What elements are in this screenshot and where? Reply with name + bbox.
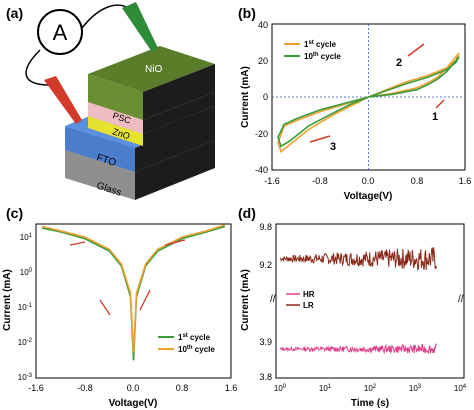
b-annot-2: 2	[396, 57, 402, 69]
panel-b-label: (b)	[238, 5, 256, 21]
c-arrow-2	[164, 239, 186, 246]
c-ytick-1: 101	[20, 233, 33, 242]
panel-c-curves	[41, 224, 226, 361]
c-arrow-3	[99, 299, 111, 316]
d-xtick-4: 104	[454, 384, 467, 393]
probe-red	[44, 76, 82, 124]
fto-front	[65, 126, 135, 172]
d-ylabel: Current (mA)	[240, 269, 251, 331]
probe-green	[122, 2, 158, 52]
ammeter-symbol: A	[53, 20, 68, 45]
glass-front	[65, 150, 135, 200]
d-ytick-3-8: 3.8	[259, 372, 272, 382]
panel-c: (c) 101 100 10-1 10-2 10-3 -1.6 -0.8 0.0…	[2, 205, 237, 409]
panel-d-label: (d)	[238, 205, 256, 221]
c-legend-2: 10th cycle	[178, 345, 215, 354]
b-ytick-20: 20	[258, 56, 268, 66]
b-arrow-3	[309, 135, 331, 143]
b-ytick-0: 0	[263, 92, 268, 102]
c-ytick-neg3: 10-3	[18, 373, 33, 382]
b-ytick-neg20: -20	[255, 129, 268, 139]
panel-a: (a) A Glass FTO ZnO PSC NiO	[6, 2, 215, 200]
b-arrow-1	[435, 99, 445, 109]
c-arrow-1	[69, 241, 86, 246]
psc-side	[143, 92, 215, 134]
d-ytick-9-2: 9.2	[259, 260, 272, 270]
zno-side	[143, 106, 215, 146]
wire-left	[25, 49, 51, 86]
c-xtick-2: 0.0	[127, 383, 140, 393]
d-xtick-1: 101	[319, 384, 332, 393]
d-legend-hr: HR	[303, 290, 315, 299]
d-ytick-9-8: 9.8	[259, 222, 272, 232]
d-xlabel: Time (s)	[351, 398, 389, 409]
c-xlabel: Voltage(V)	[109, 398, 158, 409]
psc-front	[88, 102, 143, 134]
panel-d-curves	[279, 247, 437, 355]
b-ytick-neg40: -40	[255, 165, 268, 175]
d-legend-lr: LR	[303, 301, 314, 310]
d-xtick-2: 102	[364, 384, 377, 393]
b-legend-2: 10th cycle	[304, 52, 341, 61]
b-xtick-4: 1.6	[459, 176, 472, 186]
c-xtick-0: -1.6	[28, 383, 44, 393]
nio-side	[143, 64, 215, 120]
c-ytick-neg1: 10-1	[18, 303, 33, 312]
c-series-2	[41, 224, 226, 353]
zno-front	[88, 116, 143, 146]
c-xtick-3: 0.8	[176, 383, 189, 393]
d-break-right: //	[458, 294, 464, 305]
b-arrow-2	[407, 43, 425, 57]
d-series-lr	[279, 247, 437, 271]
b-ylabel: Current (mA)	[240, 66, 251, 128]
b-ytick-40: 40	[258, 20, 268, 30]
fto-side	[135, 116, 215, 172]
c-xtick-4: 1.6	[225, 383, 238, 393]
d-series-hr	[279, 342, 437, 355]
c-ylabel: Current (mA)	[2, 269, 13, 331]
glass-side	[135, 140, 215, 200]
b-annot-3: 3	[330, 141, 336, 153]
panel-a-label: (a)	[6, 5, 23, 21]
b-xtick-3: 0.8	[411, 176, 424, 186]
c-arrow-4	[139, 289, 151, 311]
d-break-left: //	[270, 294, 276, 305]
d-ytick-3-9: 3.9	[259, 337, 272, 347]
ammeter-circle	[37, 9, 83, 55]
b-series-2	[277, 56, 460, 148]
c-ytick-neg2: 10-2	[18, 338, 33, 347]
b-xlabel: Voltage(V)	[344, 191, 393, 202]
b-xtick-0: -1.6	[264, 176, 280, 186]
b-legend-1: 1st cycle	[304, 40, 337, 49]
nio-top	[88, 46, 215, 92]
b-xtick-2: 0.0	[362, 176, 375, 186]
c-ytick-0: 100	[20, 268, 33, 277]
c-xtick-1: -0.8	[77, 383, 93, 393]
panel-b-curves	[277, 52, 460, 154]
d-xtick-3: 103	[409, 384, 422, 393]
nio-front	[88, 74, 143, 120]
c-series-1	[41, 225, 226, 361]
d-xtick-0: 100	[274, 384, 287, 393]
panel-d: (d) // // 9.8 9.2 3.9 3.8 100 101 102 10…	[238, 205, 467, 409]
panel-c-label: (c)	[6, 205, 23, 221]
panel-b: (b) 40 20 0 -20 -40 -1.6 -0.8 0.0 0.8 1.…	[238, 5, 471, 202]
c-legend-1: 1st cycle	[178, 333, 211, 342]
b-xtick-1: -0.8	[312, 176, 328, 186]
b-series-1	[277, 52, 460, 154]
b-annot-1: 1	[432, 111, 438, 123]
layer-nio: NiO	[145, 64, 162, 75]
